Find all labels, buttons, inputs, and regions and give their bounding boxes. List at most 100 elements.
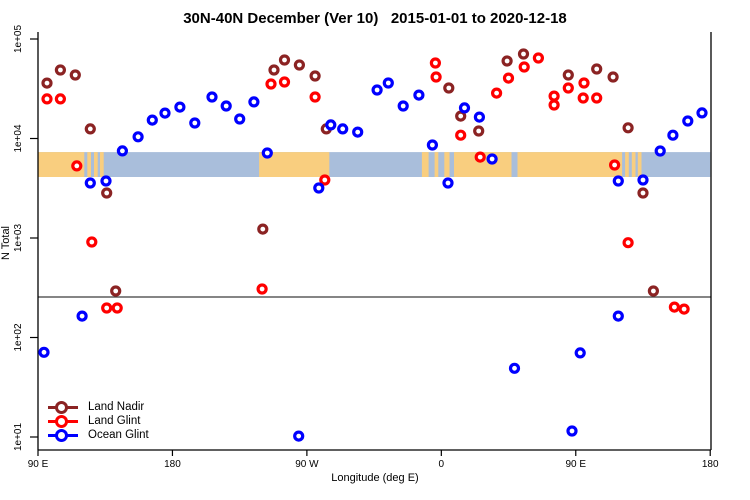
data-point-land-glint (548, 99, 560, 111)
x-tick-label: 90 E (28, 459, 49, 470)
data-point-land-glint (278, 76, 291, 88)
data-point-land-glint (608, 159, 621, 171)
x-axis-label: Longitude (deg E) (331, 472, 419, 484)
data-point-land-nadir (517, 48, 530, 60)
data-point-land-nadir (443, 82, 455, 94)
x-tick-label: 180 (702, 459, 719, 470)
data-point-land-glint (429, 57, 441, 69)
data-point-ocean-glint (371, 84, 383, 96)
data-point-land-glint (532, 52, 545, 64)
y-tick-label: 1e+01 (13, 423, 24, 452)
y-tick-label: 1e+04 (13, 124, 24, 153)
data-point-land-glint (518, 61, 530, 73)
data-point-land-nadir (110, 285, 122, 297)
map-strip-land-segment (631, 152, 636, 177)
data-point-ocean-glint (574, 347, 586, 359)
data-point-land-nadir (54, 64, 67, 76)
data-point-land-glint (548, 90, 560, 102)
data-point-ocean-glint (612, 175, 624, 187)
data-point-land-glint (111, 302, 123, 314)
data-point-land-glint (474, 151, 486, 163)
data-point-ocean-glint (654, 145, 666, 157)
data-point-ocean-glint (566, 425, 578, 437)
data-point-land-glint (578, 77, 590, 89)
legend-label: Land Glint (88, 415, 141, 427)
data-point-ocean-glint (313, 182, 325, 194)
map-strip-land-segment (444, 152, 450, 177)
data-point-ocean-glint (248, 96, 260, 108)
data-point-land-nadir (473, 125, 485, 137)
legend-item-land-glint: Land Glint (48, 415, 149, 428)
map-strip-land-segment (421, 152, 429, 177)
legend-label: Land Nadir (88, 401, 145, 413)
data-point-land-nadir (257, 223, 269, 235)
legend-item-land-nadir: Land Nadir (48, 401, 149, 414)
data-point-ocean-glint (682, 115, 694, 127)
data-point-ocean-glint (174, 101, 186, 113)
legend-item-ocean-glint: Ocean Glint (48, 429, 149, 442)
data-point-ocean-glint (667, 129, 679, 141)
data-point-land-nadir (101, 187, 113, 199)
x-tick-label: 0 (439, 459, 445, 470)
data-point-ocean-glint (132, 131, 144, 143)
data-point-land-nadir (293, 59, 305, 71)
data-point-land-glint (562, 82, 574, 94)
data-point-land-nadir (309, 70, 321, 82)
data-point-land-glint (678, 303, 690, 315)
data-point-ocean-glint (38, 346, 50, 358)
data-point-ocean-glint (508, 362, 521, 374)
data-point-ocean-glint (234, 113, 246, 125)
data-point-ocean-glint (159, 107, 171, 119)
y-tick-label: 1e+03 (13, 224, 24, 253)
data-point-land-glint (101, 302, 113, 314)
data-point-ocean-glint (382, 77, 394, 89)
data-point-land-glint (622, 237, 634, 249)
x-tick-label: 90 E (565, 459, 586, 470)
data-point-land-glint (265, 78, 277, 90)
data-point-ocean-glint (261, 147, 273, 159)
data-point-land-glint (54, 93, 67, 105)
data-point-ocean-glint (426, 139, 438, 151)
legend-label: Ocean Glint (88, 429, 149, 441)
data-point-land-glint (319, 174, 331, 186)
data-point-ocean-glint (325, 119, 337, 131)
data-point-land-nadir (647, 285, 660, 297)
data-point-ocean-glint (220, 100, 232, 112)
data-point-ocean-glint (397, 100, 409, 112)
map-strip-land-segment (637, 152, 642, 177)
data-point-ocean-glint (442, 177, 454, 189)
data-point-land-nadir (607, 71, 619, 83)
data-point-land-nadir (69, 69, 81, 81)
data-point-ocean-glint (337, 123, 349, 135)
data-point-land-nadir (268, 64, 280, 76)
data-point-ocean-glint (116, 145, 129, 157)
data-point-land-nadir (84, 123, 96, 135)
data-point-land-glint (256, 283, 268, 295)
data-point-land-glint (430, 71, 442, 83)
x-tick-label: 180 (164, 459, 181, 470)
land-nadir-marker-icon (48, 401, 80, 414)
data-point-ocean-glint (352, 126, 364, 138)
data-point-land-glint (309, 91, 321, 103)
y-axis-label: N Total (0, 225, 12, 261)
data-point-ocean-glint (473, 111, 485, 123)
legend: Land Nadir Land Glint Ocean Glint (48, 401, 149, 443)
data-point-land-glint (491, 87, 503, 99)
land-glint-marker-icon (48, 415, 80, 428)
data-point-ocean-glint (76, 310, 88, 322)
data-point-ocean-glint (637, 174, 649, 186)
data-point-ocean-glint (189, 117, 201, 129)
data-point-ocean-glint (413, 89, 425, 101)
x-tick-label: 90 W (295, 459, 319, 470)
map-strip-land-segment (94, 152, 98, 177)
data-point-land-glint (668, 301, 681, 313)
data-point-land-glint (455, 129, 467, 141)
map-strip-land-segment (517, 152, 623, 177)
data-point-ocean-glint (696, 107, 708, 119)
map-strip-land-segment (100, 152, 104, 177)
chart-title: 30N-40N December (Ver 10) 2015-01-01 to … (183, 10, 567, 27)
ocean-glint-marker-icon (48, 429, 80, 442)
data-point-land-nadir (637, 187, 649, 199)
data-point-land-nadir (278, 54, 291, 66)
